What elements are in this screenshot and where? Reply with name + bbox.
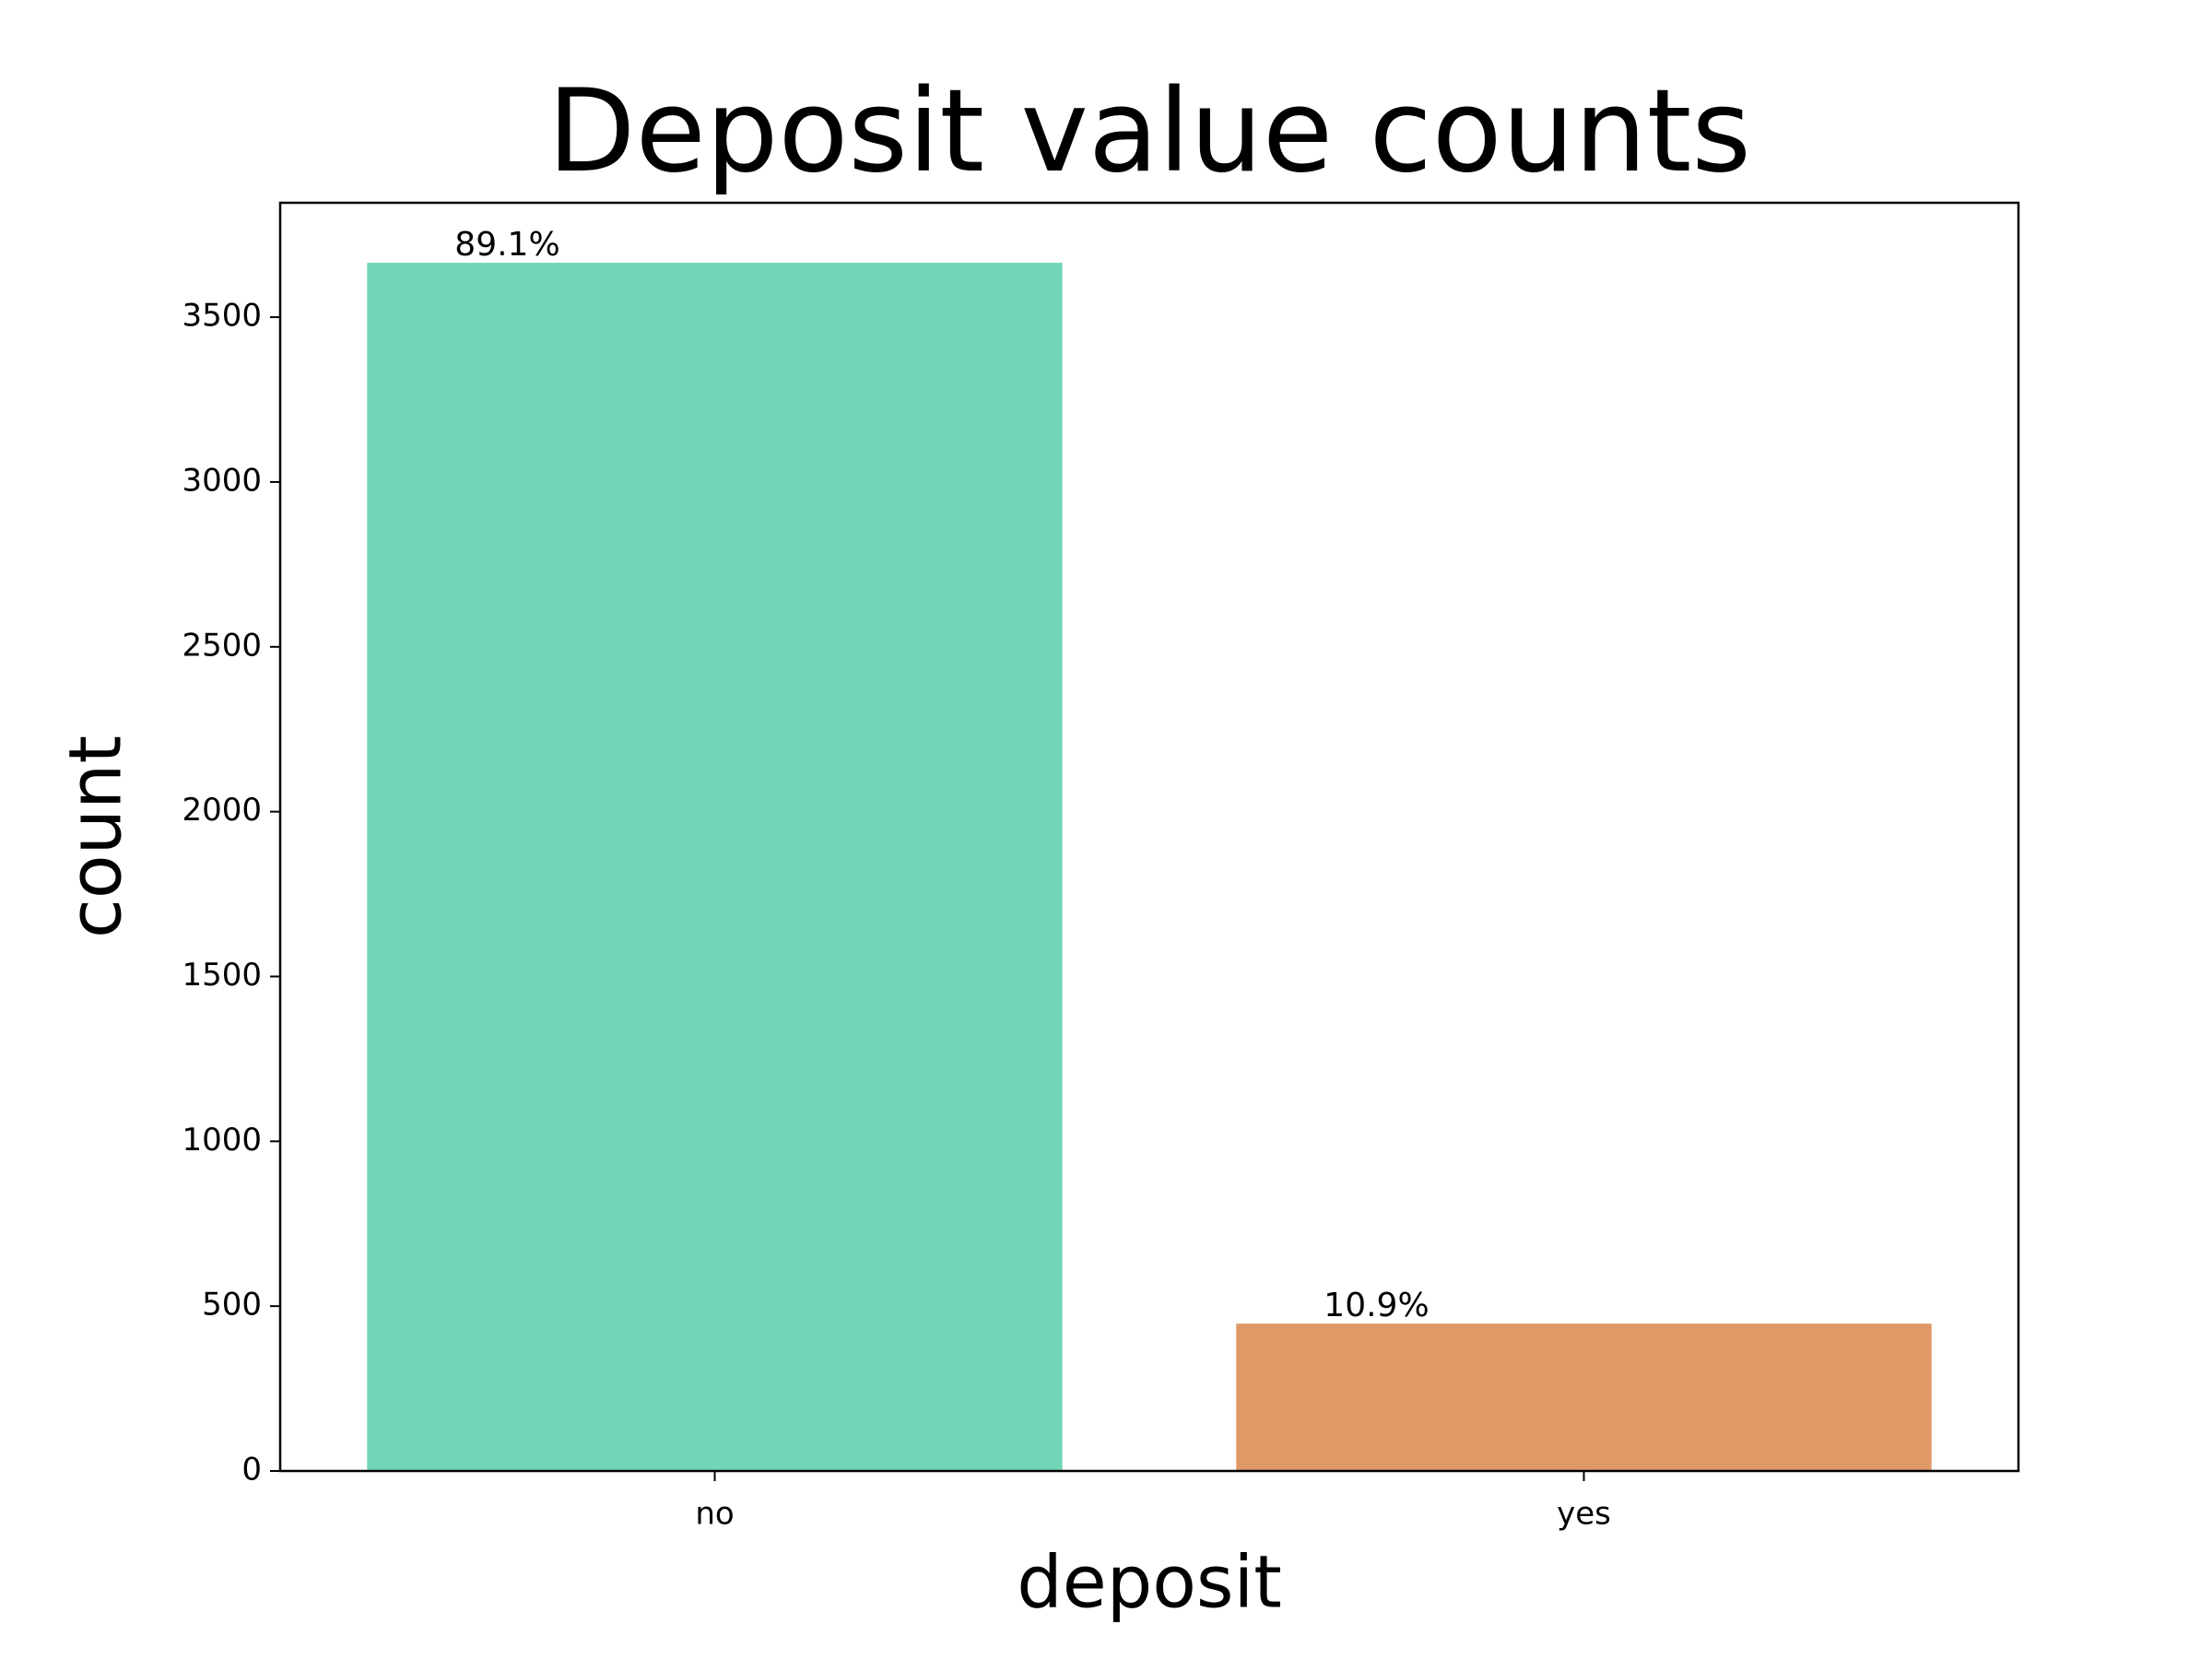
bar — [1236, 1324, 1932, 1471]
bar — [367, 263, 1063, 1471]
bar-annotation: 10.9% — [1324, 1287, 1429, 1324]
x-tick-label: yes — [1557, 1496, 1611, 1533]
y-tick-label: 3500 — [182, 298, 262, 335]
y-tick-label: 500 — [202, 1287, 262, 1324]
y-tick-label: 1500 — [182, 957, 262, 994]
x-axis-label: deposit — [1017, 1541, 1282, 1624]
y-tick-label: 3000 — [182, 462, 262, 499]
x-tick-label: no — [695, 1496, 734, 1533]
plot-frame — [278, 201, 2020, 1473]
y-tick-label: 2500 — [182, 627, 262, 664]
y-axis-label: count — [54, 735, 137, 938]
y-tick-label: 2000 — [182, 792, 262, 829]
bar-annotation: 89.1% — [454, 226, 559, 264]
y-tick-label: 1000 — [182, 1122, 262, 1159]
y-tick-label: 0 — [241, 1452, 262, 1488]
chart-title: Deposit value counts — [547, 65, 1751, 198]
